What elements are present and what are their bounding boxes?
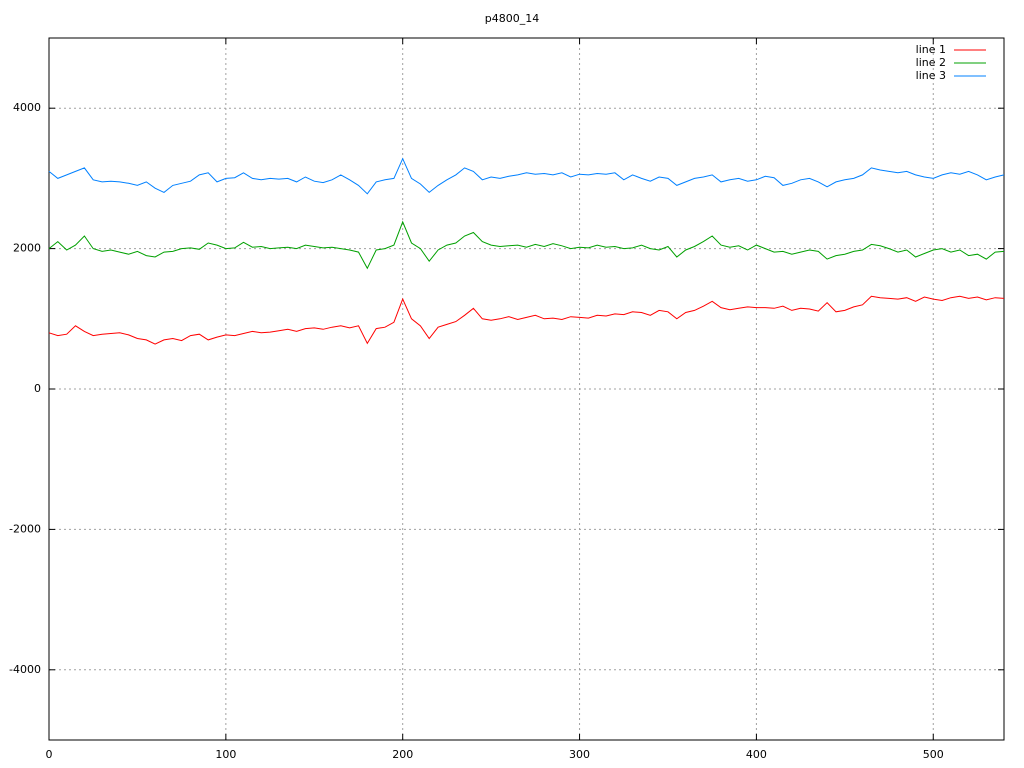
x-tick-label: 300 — [569, 748, 590, 761]
x-tick-label: 0 — [46, 748, 53, 761]
x-tick-label: 500 — [923, 748, 944, 761]
plot-border — [48, 37, 1005, 741]
x-tick-label: 200 — [392, 748, 413, 761]
legend-label: line 2 — [916, 56, 946, 69]
y-tick-label: -4000 — [9, 663, 41, 676]
chart-title: p4800_14 — [485, 12, 539, 25]
x-tick-label: 100 — [215, 748, 236, 761]
data-line — [48, 157, 1005, 195]
y-tick-label: 2000 — [13, 242, 41, 255]
legend-label: line 1 — [916, 43, 946, 56]
data-line — [48, 220, 1005, 270]
x-tick-label: 400 — [746, 748, 767, 761]
data-line — [48, 295, 1005, 345]
y-tick-label: -2000 — [9, 522, 41, 535]
y-tick-label: 4000 — [13, 101, 41, 114]
y-tick-label: 0 — [34, 382, 41, 395]
legend-label: line 3 — [916, 69, 946, 82]
